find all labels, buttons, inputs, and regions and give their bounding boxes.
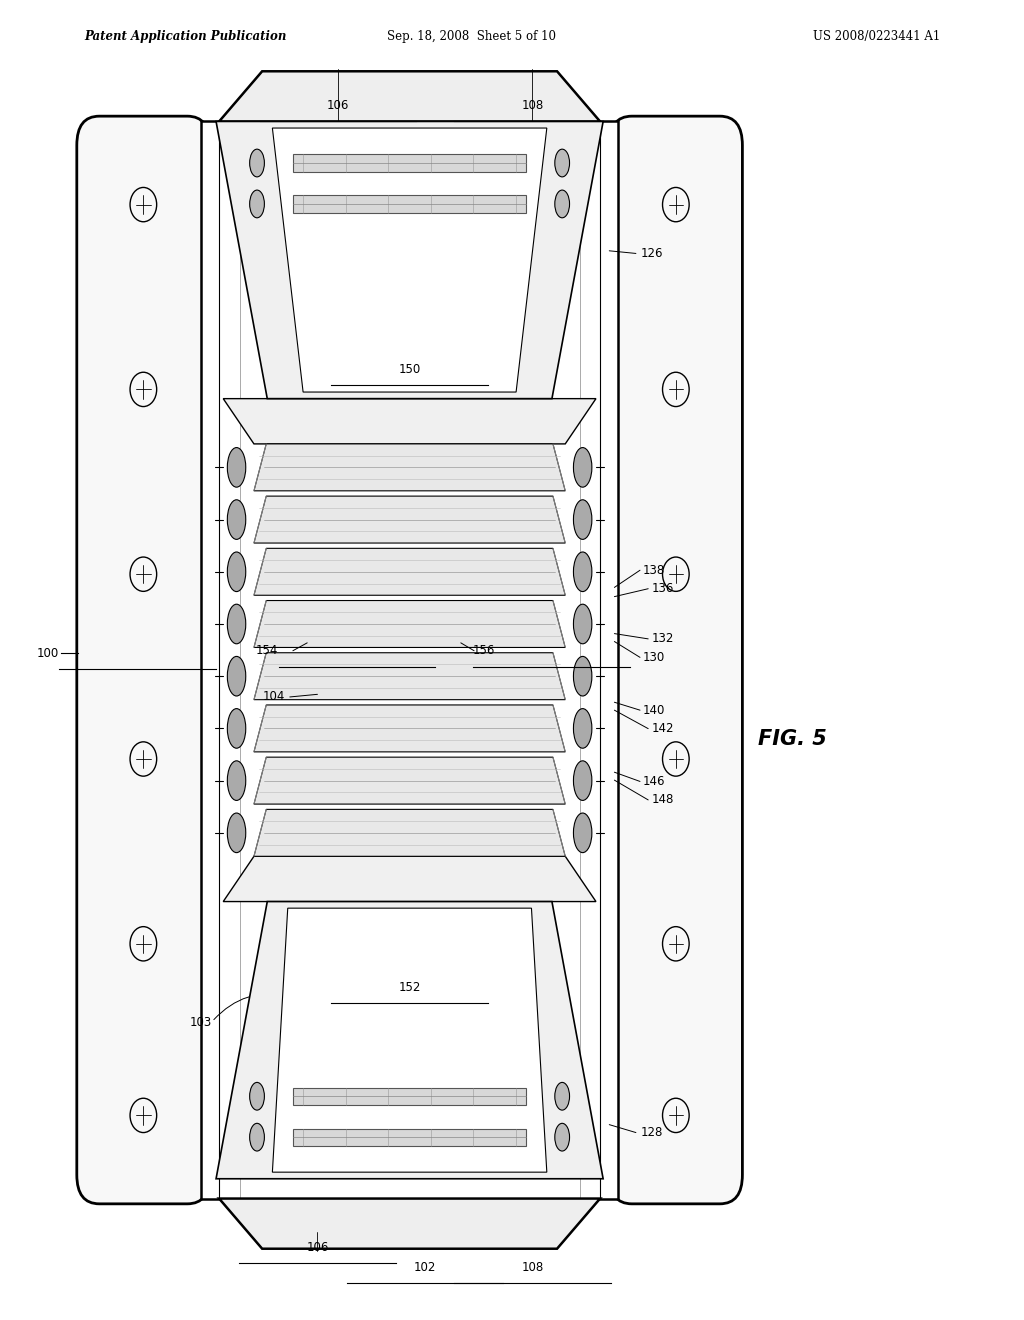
Ellipse shape [573, 656, 592, 696]
Ellipse shape [250, 1082, 264, 1110]
Ellipse shape [573, 500, 592, 540]
Text: 128: 128 [641, 1126, 664, 1139]
Ellipse shape [573, 709, 592, 748]
Ellipse shape [555, 1082, 569, 1110]
Ellipse shape [573, 552, 592, 591]
FancyBboxPatch shape [77, 116, 210, 1204]
Text: FIG. 5: FIG. 5 [758, 729, 826, 750]
Polygon shape [254, 705, 565, 752]
Polygon shape [254, 653, 565, 700]
Polygon shape [272, 908, 547, 1172]
Ellipse shape [250, 190, 264, 218]
Polygon shape [254, 809, 565, 857]
Polygon shape [223, 857, 596, 902]
Bar [201, 121, 618, 1199]
Text: 154: 154 [256, 644, 279, 657]
Ellipse shape [227, 813, 246, 853]
Ellipse shape [250, 149, 264, 177]
Ellipse shape [250, 1123, 264, 1151]
Text: Patent Application Publication: Patent Application Publication [84, 30, 287, 44]
Ellipse shape [573, 447, 592, 487]
Bar [293, 1088, 526, 1105]
Text: 132: 132 [651, 632, 674, 645]
Ellipse shape [227, 709, 246, 748]
Ellipse shape [555, 1123, 569, 1151]
Text: 103: 103 [189, 1016, 212, 1030]
Polygon shape [216, 902, 603, 1179]
Bar [293, 195, 526, 213]
Ellipse shape [227, 656, 246, 696]
Polygon shape [272, 128, 547, 392]
Polygon shape [219, 71, 600, 121]
Text: 108: 108 [521, 99, 544, 112]
Ellipse shape [227, 500, 246, 540]
FancyBboxPatch shape [609, 116, 742, 1204]
Text: Sep. 18, 2008  Sheet 5 of 10: Sep. 18, 2008 Sheet 5 of 10 [386, 30, 556, 44]
Text: 146: 146 [643, 775, 666, 788]
Polygon shape [254, 601, 565, 648]
Text: 130: 130 [643, 651, 666, 664]
Text: 142: 142 [651, 722, 674, 735]
Polygon shape [223, 399, 596, 444]
Ellipse shape [227, 605, 246, 644]
Bar [293, 1129, 526, 1146]
Text: 152: 152 [398, 981, 421, 994]
Text: 100: 100 [37, 647, 59, 660]
Ellipse shape [573, 813, 592, 853]
Text: 102: 102 [414, 1261, 436, 1274]
Text: 104: 104 [262, 690, 285, 704]
Text: 138: 138 [643, 564, 666, 577]
Text: 156: 156 [473, 644, 496, 657]
Ellipse shape [573, 760, 592, 800]
Polygon shape [216, 121, 603, 399]
Polygon shape [254, 444, 565, 491]
Text: 140: 140 [643, 704, 666, 717]
Polygon shape [219, 1199, 600, 1249]
Polygon shape [254, 548, 565, 595]
Text: 126: 126 [641, 247, 664, 260]
Polygon shape [254, 496, 565, 543]
Text: 136: 136 [651, 582, 674, 595]
Ellipse shape [573, 605, 592, 644]
Text: 108: 108 [521, 1261, 544, 1274]
Ellipse shape [227, 447, 246, 487]
Text: 148: 148 [651, 793, 674, 807]
Ellipse shape [227, 760, 246, 800]
Text: 106: 106 [306, 1241, 329, 1254]
Text: US 2008/0223441 A1: US 2008/0223441 A1 [813, 30, 940, 44]
Polygon shape [254, 758, 565, 804]
Bar [293, 154, 526, 172]
Text: 106: 106 [327, 99, 349, 112]
Ellipse shape [555, 190, 569, 218]
Text: 150: 150 [398, 363, 421, 376]
Ellipse shape [555, 149, 569, 177]
Ellipse shape [227, 552, 246, 591]
